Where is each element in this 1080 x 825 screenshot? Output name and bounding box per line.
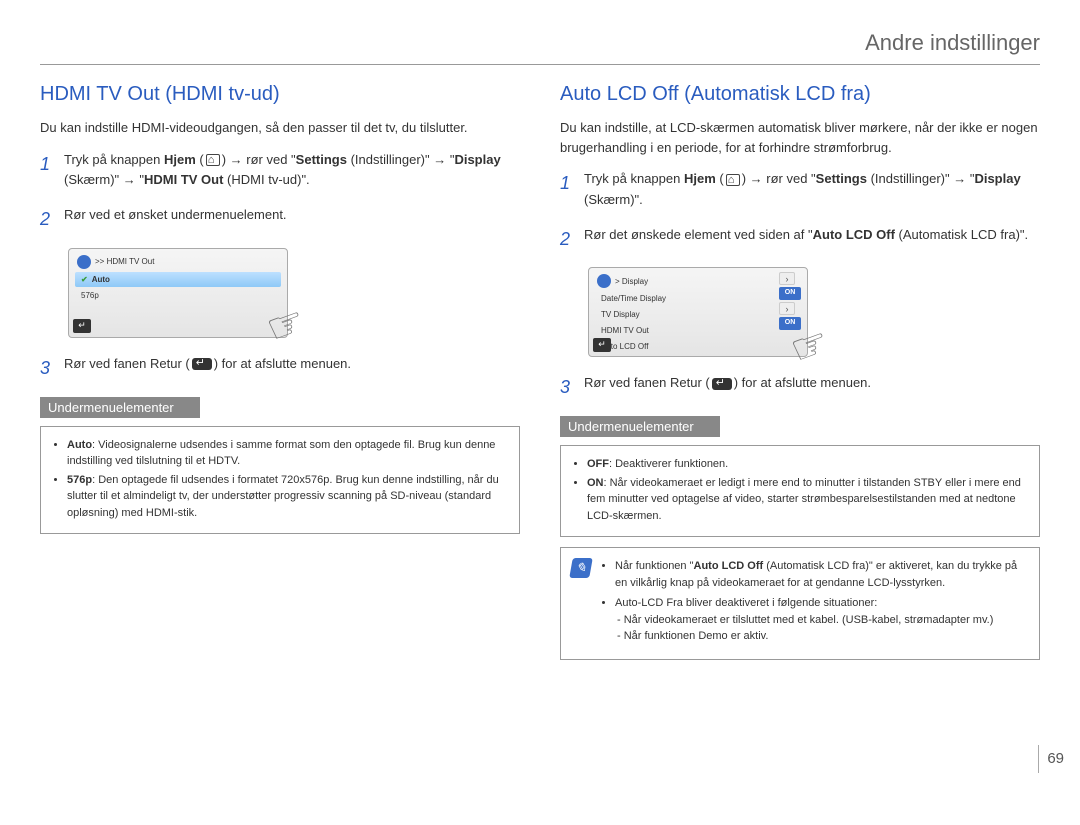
step-3-right: 3 Rør ved fanen Retur ( ) for at afslutte… — [560, 373, 1040, 402]
return-icon — [712, 378, 732, 390]
t: Settings — [816, 171, 867, 186]
col-left: HDMI TV Out (HDMI tv-ud) Du kan indstill… — [40, 83, 520, 660]
menu-row: HDMI TV Out — [595, 323, 801, 338]
t: 576p — [67, 474, 92, 486]
menu-hdmi-screenshot: >> HDMI TV Out ✔Auto 576p ↵ ☞ — [68, 248, 288, 338]
t: Tryk på knappen — [64, 152, 164, 167]
t: ( — [196, 152, 204, 167]
t: : Deaktiverer funktionen. — [609, 458, 728, 470]
sub-box-right: OFF: Deaktiverer funktionen. ON: Når vid… — [560, 445, 1040, 537]
t: Rør ved fanen Retur ( — [584, 375, 710, 390]
menu-display-screenshot: > Display Date/Time Display TV Display H… — [588, 267, 808, 357]
page-number: 69 — [1038, 745, 1064, 773]
t: Rør ved et ønsket undermenuelement. — [64, 205, 520, 226]
t: Tryk på knappen — [584, 171, 684, 186]
home-icon — [206, 154, 220, 166]
hand-icon: ☞ — [260, 295, 312, 354]
t: Auto LCD Off — [813, 227, 895, 242]
section-title-autolcd: Auto LCD Off (Automatisk LCD fra) — [560, 83, 1040, 106]
t: (Indstillinger)" → " — [867, 171, 974, 186]
globe-icon — [77, 255, 91, 269]
intro-left: Du kan indstille HDMI-videoudgangen, så … — [40, 118, 520, 138]
t: Hjem — [164, 152, 196, 167]
globe-icon — [597, 274, 611, 288]
sub-box-left: Auto: Videosignalerne udsendes i samme f… — [40, 426, 520, 535]
intro-right: Du kan indstille, at LCD-skærmen automat… — [560, 118, 1040, 157]
t: Display — [454, 152, 500, 167]
back-icon: ↵ — [73, 319, 91, 333]
t: Display — [974, 171, 1020, 186]
on-badge: ON — [779, 287, 801, 300]
step-2-left: 2 Rør ved et ønsket undermenuelement. — [40, 205, 520, 234]
home-icon — [726, 174, 740, 186]
menu-row: Auto LCD Off — [595, 339, 801, 354]
t: ON — [587, 477, 604, 489]
t: ) for at afslutte menuen. — [734, 375, 871, 390]
hand-icon: ☞ — [784, 316, 836, 375]
t: ) → rør ved " — [742, 171, 816, 186]
t: OFF — [587, 458, 609, 470]
t: Hjem — [684, 171, 716, 186]
note-icon: ✎ — [569, 558, 593, 578]
t: ) for at afslutte menuen. — [214, 356, 351, 371]
menu-row-576p: 576p — [75, 288, 281, 303]
page-header: Andre indstillinger — [40, 30, 1040, 65]
sub-header-left: Undermenuelementer — [40, 397, 200, 418]
t: Auto — [92, 275, 110, 284]
t: ) → rør ved " — [222, 152, 296, 167]
t: Når funktionen " — [615, 560, 694, 572]
step-num: 3 — [560, 373, 584, 402]
t: Auto — [67, 439, 92, 451]
t: Rør ved fanen Retur ( — [64, 356, 190, 371]
t: ( — [716, 171, 724, 186]
t: HDMI TV Out — [144, 172, 223, 187]
t: : Når videokameraet er ledigt i mere end… — [587, 477, 1021, 522]
menu-row-auto: ✔ Auto — [75, 272, 281, 287]
menu-row: Date/Time Display — [595, 291, 801, 306]
t: (HDMI tv-ud)". — [223, 172, 309, 187]
t: - Når funktionen Demo er aktiv. — [615, 628, 1025, 645]
step-num: 2 — [40, 205, 64, 234]
t: (Skærm)" → " — [64, 172, 144, 187]
t: (Indstillinger)" → " — [347, 152, 454, 167]
t: : Videosignalerne udsendes i samme forma… — [67, 439, 495, 468]
t: (Automatisk LCD fra)". — [895, 227, 1028, 242]
check-icon: ✔ — [81, 275, 88, 284]
step-1-right: 1 Tryk på knappen Hjem ( ) → rør ved "Set… — [560, 169, 1040, 211]
t: Settings — [296, 152, 347, 167]
step-num: 3 — [40, 354, 64, 383]
sub-header-right: Undermenuelementer — [560, 416, 720, 437]
t: - Når videokameraet er tilsluttet med et… — [615, 612, 1025, 629]
menu-row: TV Display — [595, 307, 801, 322]
back-icon: ↵ — [593, 338, 611, 352]
chevron-right-icon: › — [779, 272, 795, 285]
step-num: 1 — [560, 169, 584, 198]
menu-header-text: >> HDMI TV Out — [95, 257, 154, 266]
return-icon — [192, 358, 212, 370]
t: : Den optagede fil udsendes i formatet 7… — [67, 474, 499, 519]
step-num: 2 — [560, 225, 584, 254]
t: Auto LCD Off — [694, 560, 764, 572]
step-num: 1 — [40, 150, 64, 179]
step-2-right: 2 Rør det ønskede element ved siden af "… — [560, 225, 1040, 254]
t: (Skærm)". — [584, 192, 643, 207]
note-box: ✎ Når funktionen "Auto LCD Off (Automati… — [560, 547, 1040, 660]
t: Auto-LCD Fra bliver deaktiveret i følgen… — [615, 597, 877, 609]
step-3-left: 3 Rør ved fanen Retur ( ) for at afslutte… — [40, 354, 520, 383]
t: Rør det ønskede element ved siden af " — [584, 227, 813, 242]
menu-header-text: > Display — [615, 277, 648, 286]
section-title-hdmi: HDMI TV Out (HDMI tv-ud) — [40, 83, 520, 106]
chevron-right-icon: › — [779, 302, 795, 315]
col-right: Auto LCD Off (Automatisk LCD fra) Du kan… — [560, 83, 1040, 660]
step-1-left: 1 Tryk på knappen Hjem ( ) → rør ved "Set… — [40, 150, 520, 192]
